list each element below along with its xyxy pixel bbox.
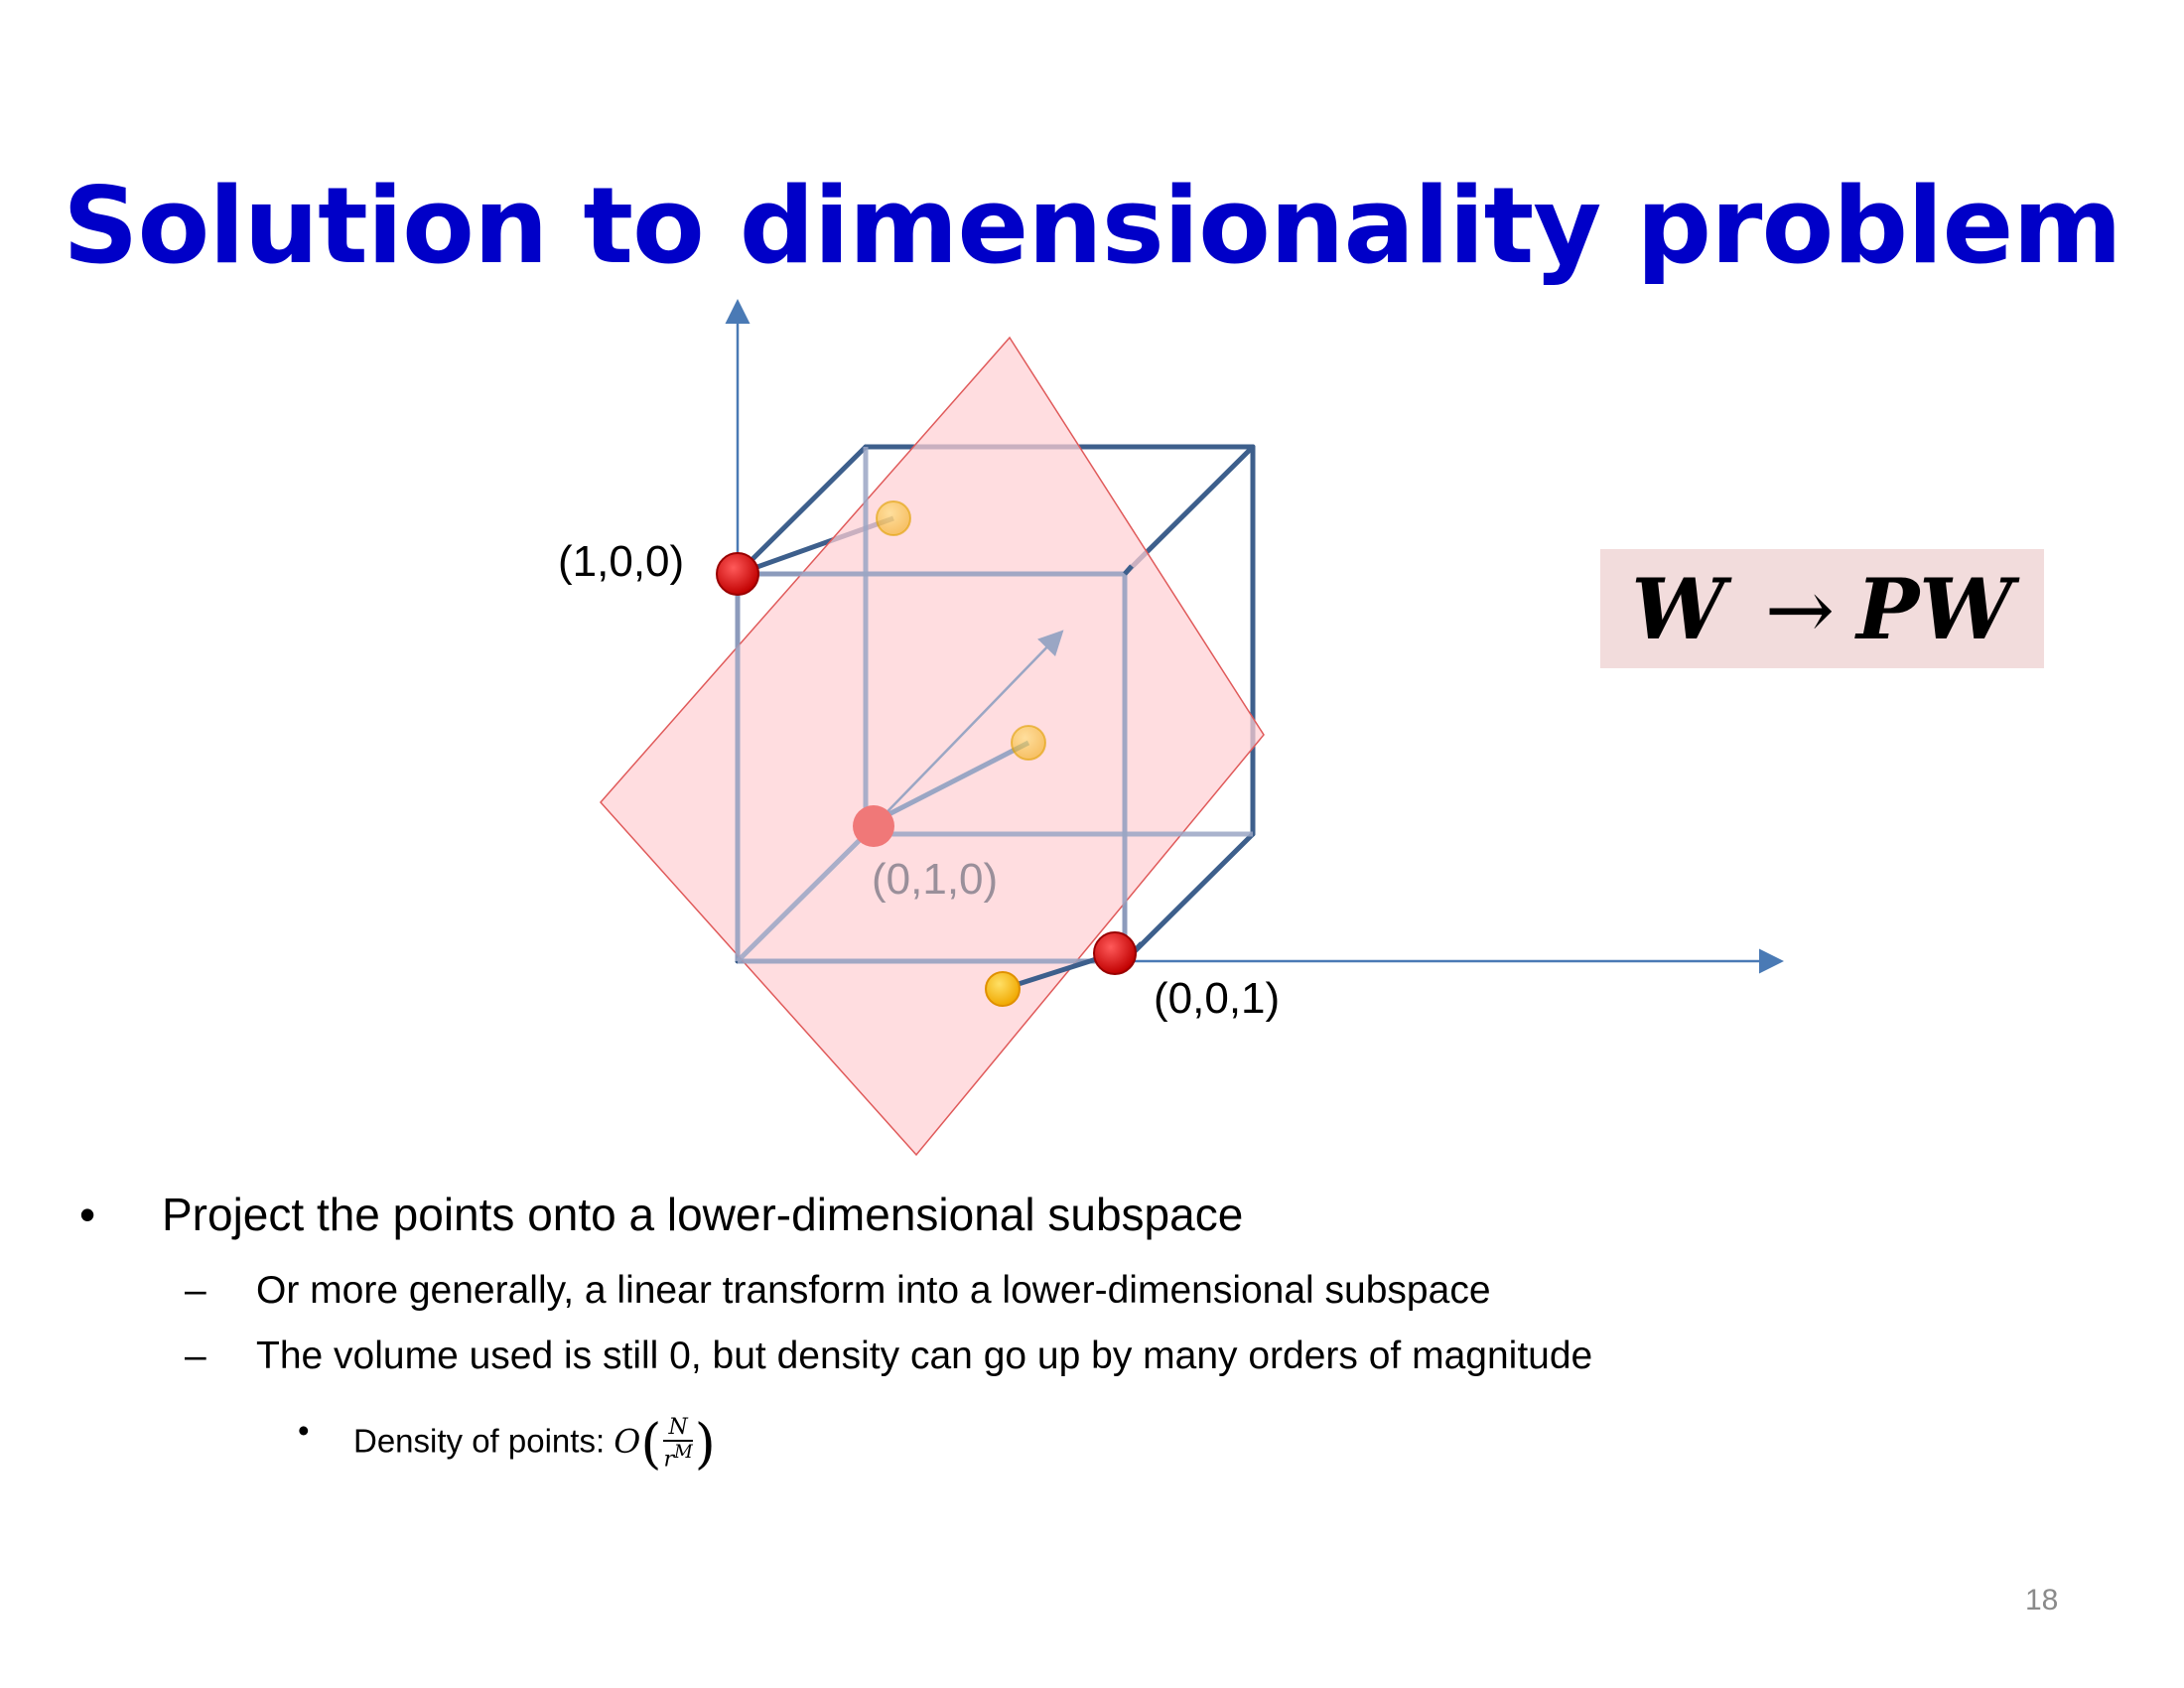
dash-glyph: – <box>185 1335 206 1377</box>
bullet-main-text: Project the points onto a lower-dimensio… <box>162 1189 1244 1240</box>
page-number: 18 <box>2025 1584 2059 1617</box>
formula-arrow: → <box>1764 560 1836 658</box>
slide-title: Solution to dimensionality problem <box>63 165 2122 287</box>
formula: W → PW <box>1631 560 2012 658</box>
projected-point-3 <box>985 971 1021 1007</box>
density-label: Density of points: <box>353 1422 606 1460</box>
dash-glyph: – <box>185 1269 206 1312</box>
bullet-main: • Project the points onto a lower-dimens… <box>79 1188 1243 1241</box>
fraction-numerator: N <box>663 1415 693 1442</box>
projected-point-1 <box>876 500 911 536</box>
label-100: (1,0,0) <box>558 537 684 586</box>
depth-axis <box>865 630 1064 835</box>
label-001: (0,0,1) <box>1154 974 1280 1023</box>
formula-left: W <box>1631 559 1725 658</box>
bullet-sub-2-text: The volume used is still 0, but density … <box>256 1335 1593 1377</box>
cube-hidden-edges <box>735 447 1253 964</box>
label-010: (0,1,0) <box>872 855 998 904</box>
bullet-sub-2: – The volume used is still 0, but densit… <box>185 1335 1592 1378</box>
fraction-denominator: rM <box>663 1441 693 1473</box>
projection-line-2 <box>864 740 1030 829</box>
bullet-glyph: • <box>79 1189 96 1240</box>
formula-box: W → PW <box>1600 549 2044 668</box>
big-o: O <box>614 1421 641 1461</box>
bullet-sub-1: – Or more generally, a linear transform … <box>185 1269 1491 1313</box>
vertex-point-001 <box>1093 931 1137 975</box>
bullet-sub-1-text: Or more generally, a linear transform in… <box>256 1269 1491 1312</box>
vertex-point-010 <box>853 805 894 847</box>
vertex-point-100 <box>716 552 759 596</box>
bullet-glyph: • <box>298 1412 310 1449</box>
formula-right: PW <box>1856 559 2013 658</box>
projected-point-2 <box>1011 725 1046 761</box>
